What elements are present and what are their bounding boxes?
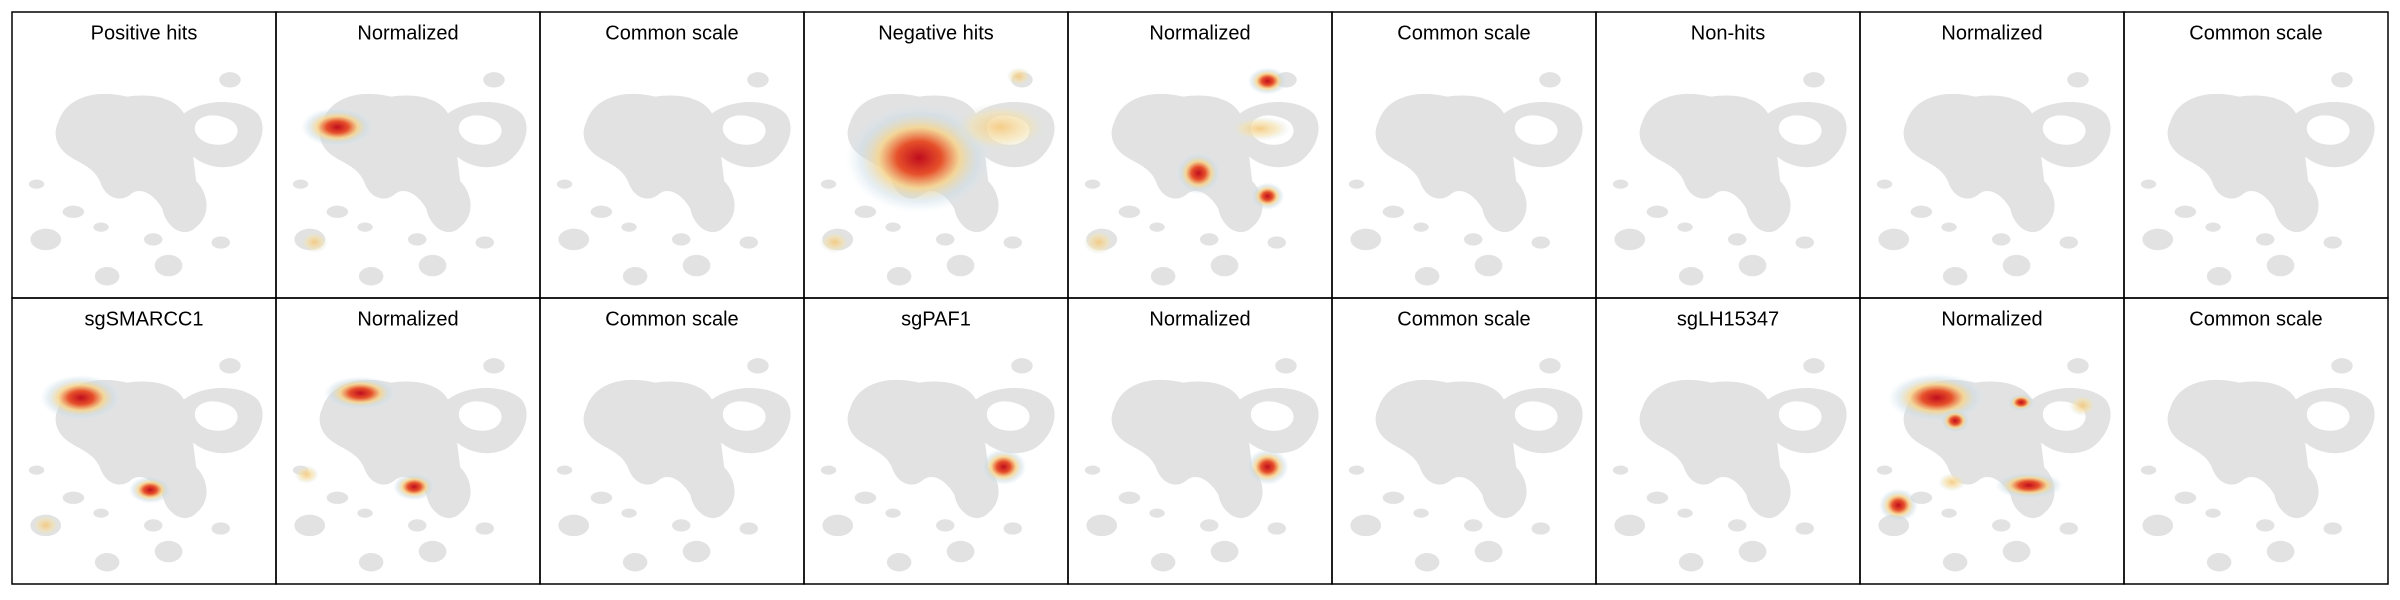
umap-silhouette	[292, 72, 527, 286]
panel-title: Normalized	[357, 308, 458, 330]
panel-title: Normalized	[357, 22, 458, 44]
panel-title: sgLH15347	[1677, 308, 1779, 330]
density-blob	[2068, 394, 2097, 417]
panel-title: Common scale	[1397, 308, 1530, 330]
panel-frame	[2123, 297, 2389, 585]
panel-title: Normalized	[1941, 22, 2042, 44]
panel: Normalized	[1859, 11, 2125, 299]
panel-title: Negative hits	[878, 22, 994, 44]
umap-silhouette	[1612, 72, 1847, 286]
density-blob	[1246, 448, 1290, 486]
umap-silhouette	[1348, 358, 1583, 572]
panel: Common scale	[1331, 11, 1597, 299]
panel-title: Common scale	[2189, 308, 2322, 330]
panel: Positive hits	[11, 11, 277, 299]
panel: Normalized	[1067, 297, 1333, 585]
panel-title: Non-hits	[1691, 22, 1765, 44]
density-blob	[39, 374, 123, 421]
panel: Normalized	[1067, 11, 1333, 299]
umap-silhouette	[28, 72, 263, 286]
umap-silhouette	[556, 358, 791, 572]
panel-title: Normalized	[1149, 308, 1250, 330]
density-blob	[1006, 67, 1032, 86]
panel: Common scale	[539, 297, 805, 585]
umap-silhouette	[2140, 72, 2375, 286]
panel: Common scale	[2123, 297, 2389, 585]
density-blob	[392, 472, 436, 501]
panel: Normalized	[275, 11, 541, 299]
density-blob	[1250, 182, 1285, 210]
panel: sgPAF1	[803, 297, 1069, 585]
panel: sgLH15347	[1595, 297, 1861, 585]
panel-title: Common scale	[2189, 22, 2322, 44]
panel: sgSMARCC1	[11, 297, 277, 585]
panel: Normalized	[1859, 297, 2125, 585]
panel: Normalized	[275, 297, 541, 585]
density-blob	[300, 107, 375, 148]
density-blob	[1939, 408, 1971, 434]
density-blob	[1229, 116, 1291, 141]
density-blob	[1878, 488, 1919, 523]
density-blob	[1938, 472, 1966, 492]
panel-title: Common scale	[605, 308, 738, 330]
density-blob	[31, 514, 60, 536]
panel-title: sgPAF1	[901, 308, 971, 330]
panel-title: Normalized	[1149, 22, 1250, 44]
panel: Non-hits	[1595, 11, 1861, 299]
density-blob	[1995, 471, 2063, 500]
panel-title: Positive hits	[91, 22, 198, 44]
density-blob	[128, 476, 172, 504]
panel: Common scale	[539, 11, 805, 299]
umap-silhouette	[1612, 358, 1847, 572]
density-blob	[819, 231, 851, 253]
density-blob	[2007, 393, 2035, 412]
panel-title: Common scale	[605, 22, 738, 44]
density-blob	[1887, 373, 1986, 423]
density-blob	[323, 376, 398, 411]
density-blob	[300, 231, 329, 253]
panel: Common scale	[2123, 11, 2389, 299]
density-blob	[980, 448, 1027, 486]
density-blob	[1083, 229, 1115, 255]
panel: Common scale	[1331, 297, 1597, 585]
umap-silhouette	[556, 72, 791, 286]
panel-title: sgSMARCC1	[85, 308, 204, 330]
density-blob	[294, 465, 319, 484]
panel: Negative hits	[803, 11, 1069, 299]
panel-title: Normalized	[1941, 308, 2042, 330]
umap-silhouette	[1348, 72, 1583, 286]
density-blob	[951, 102, 1050, 152]
panel-title: Common scale	[1397, 22, 1530, 44]
umap-silhouette	[2140, 358, 2375, 572]
umap-silhouette	[1876, 72, 2111, 286]
density-blob	[1247, 67, 1288, 95]
density-blob	[1175, 151, 1222, 195]
